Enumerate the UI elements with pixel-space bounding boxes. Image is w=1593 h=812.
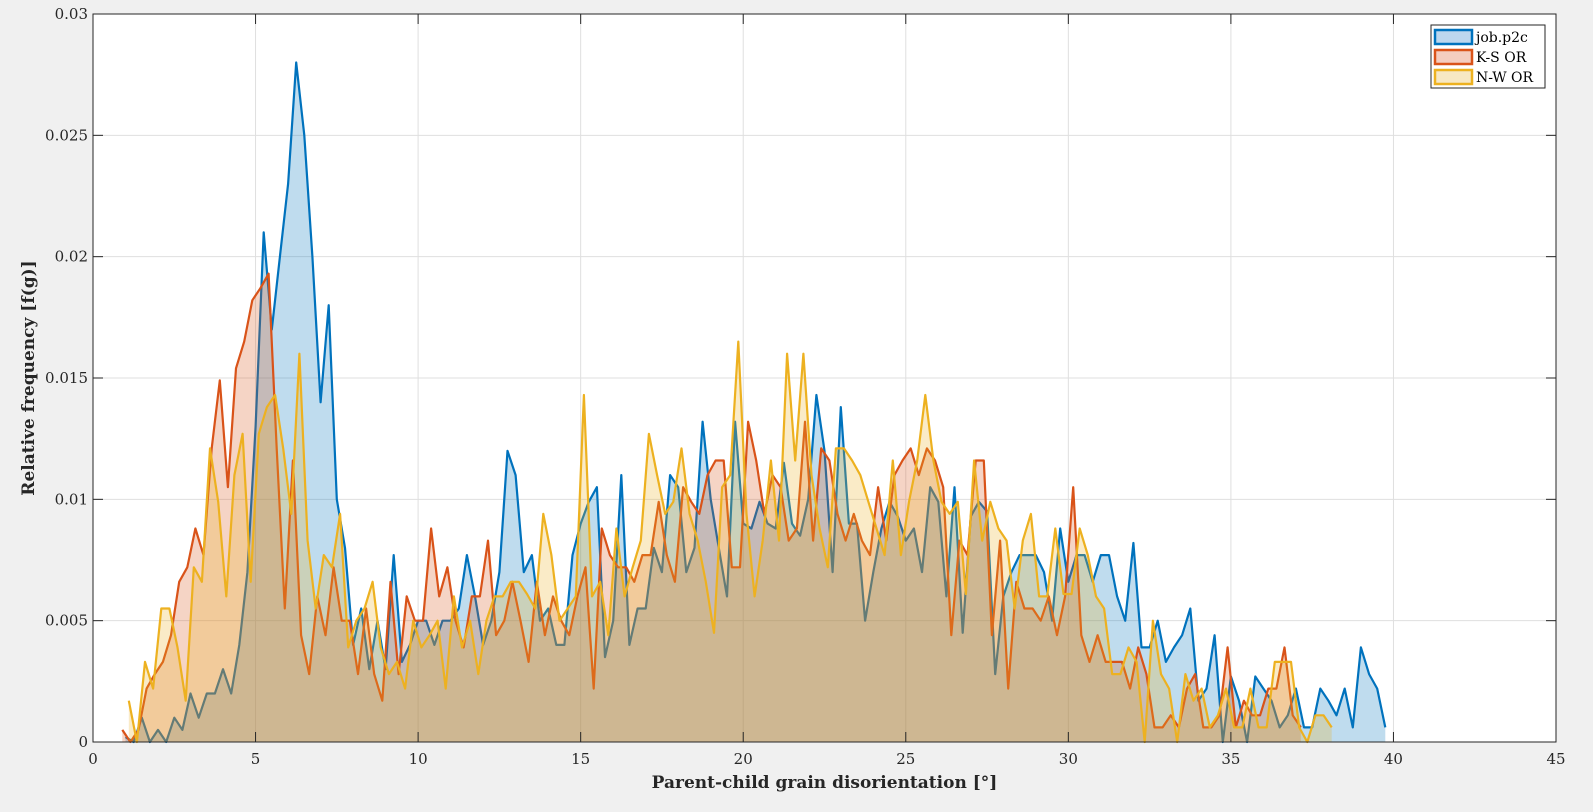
x-tick-label: 45 bbox=[1546, 750, 1565, 768]
legend-label: N-W OR bbox=[1476, 70, 1534, 86]
x-tick-label: 25 bbox=[896, 750, 915, 768]
legend-swatch bbox=[1433, 48, 1474, 66]
y-tick-label: 0 bbox=[78, 733, 88, 751]
legend-label: K-S OR bbox=[1476, 50, 1527, 66]
x-tick-label: 10 bbox=[409, 750, 428, 768]
x-tick-label: 0 bbox=[88, 750, 98, 768]
x-tick-label: 5 bbox=[251, 750, 261, 768]
legend-label: job.p2c bbox=[1474, 30, 1528, 46]
x-axis-label: Parent-child grain disorientation [°] bbox=[652, 773, 998, 793]
legend-swatch bbox=[1433, 68, 1474, 86]
y-tick-label: 0.02 bbox=[55, 248, 88, 266]
x-tick-label: 30 bbox=[1059, 750, 1078, 768]
series-k-s-or bbox=[121, 272, 1302, 744]
legend-swatch bbox=[1433, 28, 1474, 46]
axes: 0 5 10 15 20 25 30 35 40 45 0 0.005 0.01 0.015 0.02 0.0… bbox=[45, 5, 1566, 768]
series-job-p2c bbox=[124, 61, 1387, 744]
y-tick-label: 0.025 bbox=[45, 126, 88, 144]
x-tick-label: 40 bbox=[1384, 750, 1403, 768]
series-n-w-or bbox=[127, 340, 1333, 744]
y-axis-label: Relative frequency [f(g)] bbox=[19, 260, 39, 495]
x-tick-label: 20 bbox=[734, 750, 753, 768]
legend: job.p2c K-S OR N-W OR bbox=[1430, 24, 1546, 89]
y-tick-label: 0.01 bbox=[55, 490, 88, 508]
x-tick-label: 15 bbox=[571, 750, 590, 768]
y-tick-label: 0.03 bbox=[55, 5, 88, 23]
y-tick-label: 0.015 bbox=[45, 369, 88, 387]
y-tick-label: 0.005 bbox=[45, 612, 88, 630]
x-tick-label: 35 bbox=[1221, 750, 1240, 768]
